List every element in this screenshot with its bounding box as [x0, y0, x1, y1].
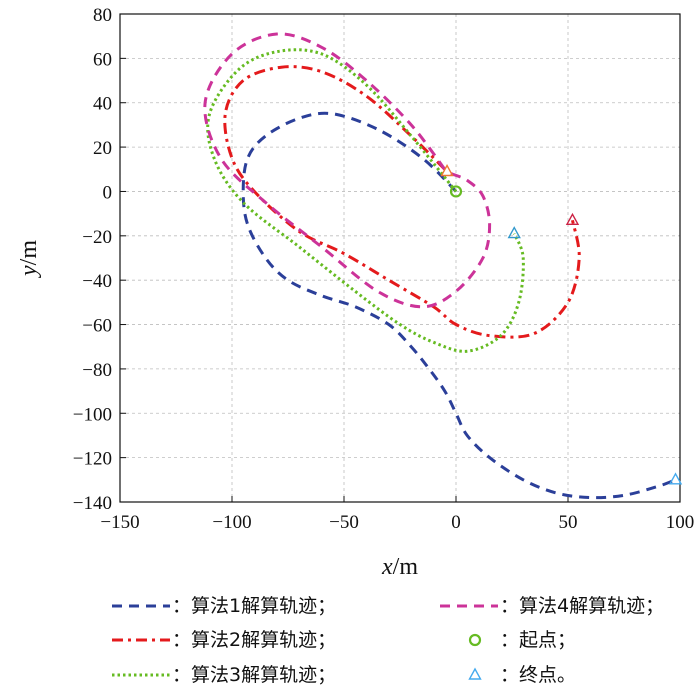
series-line-4: [203, 32, 492, 309]
legend-entry-label: ：算法3解算轨迹；: [172, 664, 336, 686]
y-tick-label: −40: [82, 271, 112, 292]
series-line-2: [223, 65, 581, 339]
x-axis-label: x/m: [381, 554, 418, 580]
point-markers: [440, 164, 683, 485]
start-point-marker: [449, 185, 463, 198]
end-point-marker: [507, 226, 521, 239]
y-tick-label: −120: [73, 449, 112, 470]
x-tick-label: −100: [212, 512, 251, 533]
x-tick-label: −50: [329, 512, 359, 533]
y-tick-label: 0: [103, 182, 113, 203]
end-point-marker: [668, 472, 683, 485]
series-line-3: [206, 48, 525, 353]
plot-area: [119, 13, 681, 503]
grid-lines: [119, 13, 681, 503]
y-tick-label: 40: [93, 94, 112, 115]
y-tick-label: −60: [82, 316, 112, 337]
y-axis-ticks: −140 −120 −100 −80 −60 −40 −20 0 20 40 60 80: [73, 5, 126, 514]
y-tick-label: −20: [82, 227, 112, 248]
series-line-1: [241, 111, 677, 500]
y-tick-label: 80: [93, 5, 112, 26]
x-tick-label: 0: [451, 512, 461, 533]
x-tick-label: 50: [559, 512, 578, 533]
legend-entry-label: ：起点；: [500, 629, 576, 651]
y-tick-label: −80: [82, 360, 112, 381]
y-tick-label: −140: [73, 493, 112, 514]
legend-entry-label: ：算法4解算轨迹；: [500, 595, 664, 617]
legend: ：算法1解算轨迹； ：算法4解算轨迹； ：算法2解算轨迹； ：起点； ：算法3解算轨迹；…: [112, 595, 664, 686]
legend-start-symbol: [468, 633, 482, 647]
y-tick-label: −100: [73, 404, 112, 425]
legend-entry-label: ：算法1解算轨迹；: [172, 595, 336, 617]
end-point-marker: [440, 164, 454, 177]
end-point-marker: [565, 212, 580, 225]
x-tick-label: 100: [666, 512, 695, 533]
y-tick-label: 20: [93, 138, 112, 159]
legend-end-symbol: [468, 667, 482, 680]
y-tick-label: 60: [93, 49, 112, 70]
y-axis-label: y/m: [16, 240, 42, 278]
x-tick-label: −150: [100, 512, 139, 533]
legend-entry-label: ：终点。: [500, 664, 576, 686]
series-lines: [203, 32, 677, 500]
x-axis-ticks: −150 −100 −50 0 50 100: [100, 496, 694, 533]
legend-entry-label: ：算法2解算轨迹；: [172, 629, 336, 651]
